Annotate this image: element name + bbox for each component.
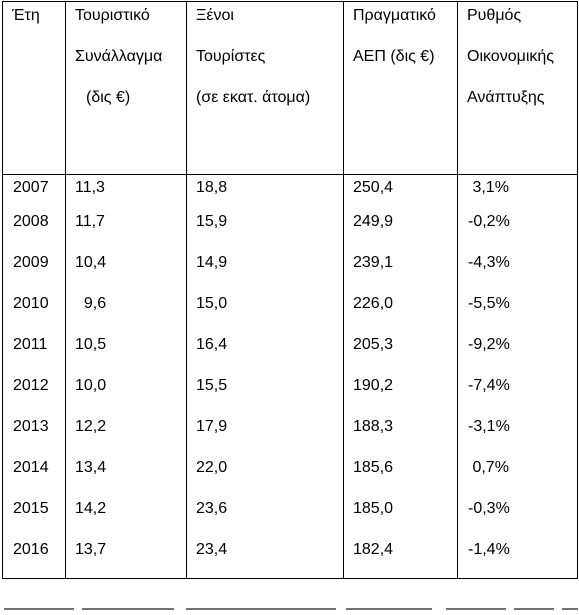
cell-growth-rate: -7,4% <box>457 374 578 415</box>
cell-tourism-receipts: 10,0 <box>65 374 187 415</box>
header-foreign-tourists-line-2: Τουρίστες <box>196 48 266 65</box>
cell-year: 2011 <box>2 333 66 374</box>
header-tourism-receipts-line-1: Τουριστικό <box>75 7 150 24</box>
cell-foreign-tourists: 15,0 <box>186 292 344 333</box>
cell-real-gdp: 185,6 <box>343 456 458 497</box>
cell-growth-rate: -3,1% <box>457 415 578 456</box>
header-tourism-receipts-line-2: Συνάλλαγμα <box>75 48 163 65</box>
table-row: 2007 11,3 18,8 250,4 3,1% <box>2 174 578 210</box>
cell-tourism-receipts: 14,2 <box>65 497 187 538</box>
tourism-economy-table: Έτη Τουριστικό Συνάλλαγμα (δις €) Ξένοι … <box>2 1 578 579</box>
header-tourism-receipts-line-3: (δις €) <box>86 89 131 106</box>
header-growth-rate: Ρυθμός Οικονομικής Ανάπτυξης <box>457 1 578 175</box>
cell-real-gdp: 188,3 <box>343 415 458 456</box>
header-tourism-receipts: Τουριστικό Συνάλλαγμα (δις €) <box>65 1 187 175</box>
cell-tourism-receipts: 12,2 <box>65 415 187 456</box>
cell-year: 2014 <box>2 456 66 497</box>
header-real-gdp: Πραγματικό ΑΕΠ (δις €) <box>343 1 458 175</box>
cell-growth-rate: -4,3% <box>457 251 578 292</box>
table-row: 2008 11,7 15,9 249,9 -0,2% <box>2 210 578 251</box>
cell-real-gdp: 249,9 <box>343 210 458 251</box>
header-real-gdp-line-2: ΑΕΠ (δις €) <box>353 48 435 65</box>
cell-growth-rate: -9,2% <box>457 333 578 374</box>
cell-growth-rate: -0,3% <box>457 497 578 538</box>
cell-growth-rate: 0,7% <box>457 456 578 497</box>
cell-foreign-tourists: 15,5 <box>186 374 344 415</box>
header-growth-rate-line-2: Οικονομικής <box>467 48 554 65</box>
cell-foreign-tourists: 14,9 <box>186 251 344 292</box>
table-row: 2011 10,5 16,4 205,3 -9,2% <box>2 333 578 374</box>
cell-foreign-tourists: 23,6 <box>186 497 344 538</box>
header-growth-rate-line-3: Ανάπτυξης <box>467 89 545 106</box>
cell-year: 2007 <box>2 174 66 210</box>
cell-tourism-receipts: 13,7 <box>65 538 187 579</box>
cell-foreign-tourists: 18,8 <box>186 174 344 210</box>
header-foreign-tourists: Ξένοι Τουρίστες (σε εκατ. άτομα) <box>186 1 344 175</box>
cell-real-gdp: 250,4 <box>343 174 458 210</box>
table-row: 2013 12,2 17,9 188,3 -3,1% <box>2 415 578 456</box>
cell-real-gdp: 239,1 <box>343 251 458 292</box>
cell-year: 2008 <box>2 210 66 251</box>
header-growth-rate-line-1: Ρυθμός <box>467 7 522 24</box>
cell-year: 2012 <box>2 374 66 415</box>
cell-foreign-tourists: 15,9 <box>186 210 344 251</box>
cell-foreign-tourists: 23,4 <box>186 538 344 579</box>
cell-foreign-tourists: 16,4 <box>186 333 344 374</box>
cell-real-gdp: 190,2 <box>343 374 458 415</box>
table-row: 2012 10,0 15,5 190,2 -7,4% <box>2 374 578 415</box>
table-row: 2016 13,7 23,4 182,4 -1,4% <box>2 538 578 579</box>
table-row: 2010 9,6 15,0 226,0 -5,5% <box>2 292 578 333</box>
table-header-row: Έτη Τουριστικό Συνάλλαγμα (δις €) Ξένοι … <box>2 1 578 175</box>
cell-foreign-tourists: 22,0 <box>186 456 344 497</box>
table-body: 2007 11,3 18,8 250,4 3,1% 2008 11,7 15,9 249,9-… <box>2 174 578 579</box>
cell-year: 2016 <box>2 538 66 579</box>
cell-foreign-tourists: 17,9 <box>186 415 344 456</box>
header-real-gdp-line-1: Πραγματικό <box>353 7 436 24</box>
cell-tourism-receipts: 13,4 <box>65 456 187 497</box>
cell-real-gdp: 185,0 <box>343 497 458 538</box>
header-year: Έτη <box>2 1 66 175</box>
cell-year: 2010 <box>2 292 66 333</box>
cropped-source-note <box>0 608 579 615</box>
header-foreign-tourists-line-1: Ξένοι <box>196 7 234 24</box>
cell-year: 2009 <box>2 251 66 292</box>
cell-growth-rate: -0,2% <box>457 210 578 251</box>
header-year-line-1: Έτη <box>12 7 40 24</box>
cell-tourism-receipts: 9,6 <box>65 292 187 333</box>
cell-growth-rate: -1,4% <box>457 538 578 579</box>
table-row: 2014 13,4 22,0 185,6 0,7% <box>2 456 578 497</box>
cell-real-gdp: 205,3 <box>343 333 458 374</box>
cell-tourism-receipts: 11,3 <box>65 174 187 210</box>
header-foreign-tourists-line-3: (σε εκατ. άτομα) <box>196 89 311 106</box>
table-row: 2009 10,4 14,9 239,1 -4,3% <box>2 251 578 292</box>
cell-real-gdp: 182,4 <box>343 538 458 579</box>
cell-year: 2015 <box>2 497 66 538</box>
cell-growth-rate: -5,5% <box>457 292 578 333</box>
cell-year: 2013 <box>2 415 66 456</box>
cell-tourism-receipts: 10,5 <box>65 333 187 374</box>
cell-tourism-receipts: 11,7 <box>65 210 187 251</box>
cell-growth-rate: 3,1% <box>457 174 578 210</box>
cell-real-gdp: 226,0 <box>343 292 458 333</box>
table-row: 2015 14,2 23,6 185,0 -0,3% <box>2 497 578 538</box>
cell-tourism-receipts: 10,4 <box>65 251 187 292</box>
